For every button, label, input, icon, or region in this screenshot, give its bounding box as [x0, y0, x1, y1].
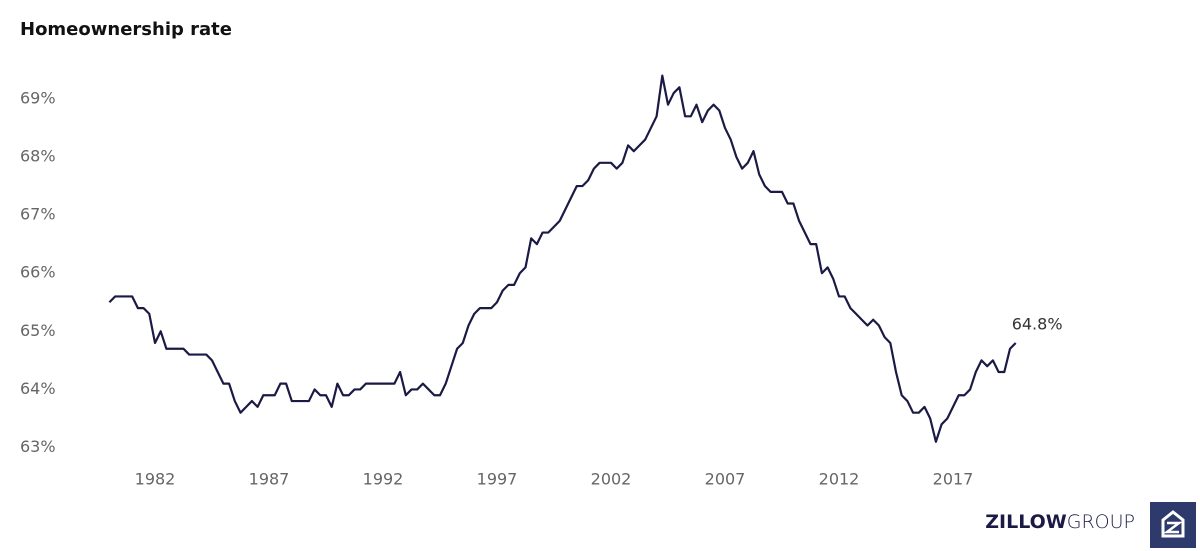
x-tick-label: 2012	[819, 470, 860, 489]
y-tick-label: 65%	[20, 321, 56, 340]
x-tick-label: 1997	[477, 470, 518, 489]
logo-icon	[1150, 502, 1196, 548]
chart-title: Homeownership rate	[20, 19, 232, 40]
x-tick-label: 1992	[363, 470, 404, 489]
logo-text: ZILLOWGROUP	[985, 511, 1135, 533]
y-tick-label: 67%	[20, 205, 56, 224]
logo-brand: ZILLOW	[985, 511, 1067, 533]
y-tick-label: 68%	[20, 146, 56, 165]
data-line	[108, 74, 1017, 443]
x-tick-label: 2017	[933, 470, 974, 489]
y-tick-label: 66%	[20, 263, 56, 282]
y-tick-label: 63%	[20, 437, 56, 456]
x-tick-label: 1982	[135, 470, 176, 489]
value-annotation: 64.8%	[1012, 314, 1063, 333]
y-tick-label: 64%	[20, 379, 56, 398]
x-tick-label: 2007	[705, 470, 746, 489]
y-tick-label: 69%	[20, 88, 56, 107]
x-tick-label: 1987	[249, 470, 290, 489]
logo-suffix: GROUP	[1067, 511, 1135, 533]
x-tick-label: 2002	[591, 470, 632, 489]
